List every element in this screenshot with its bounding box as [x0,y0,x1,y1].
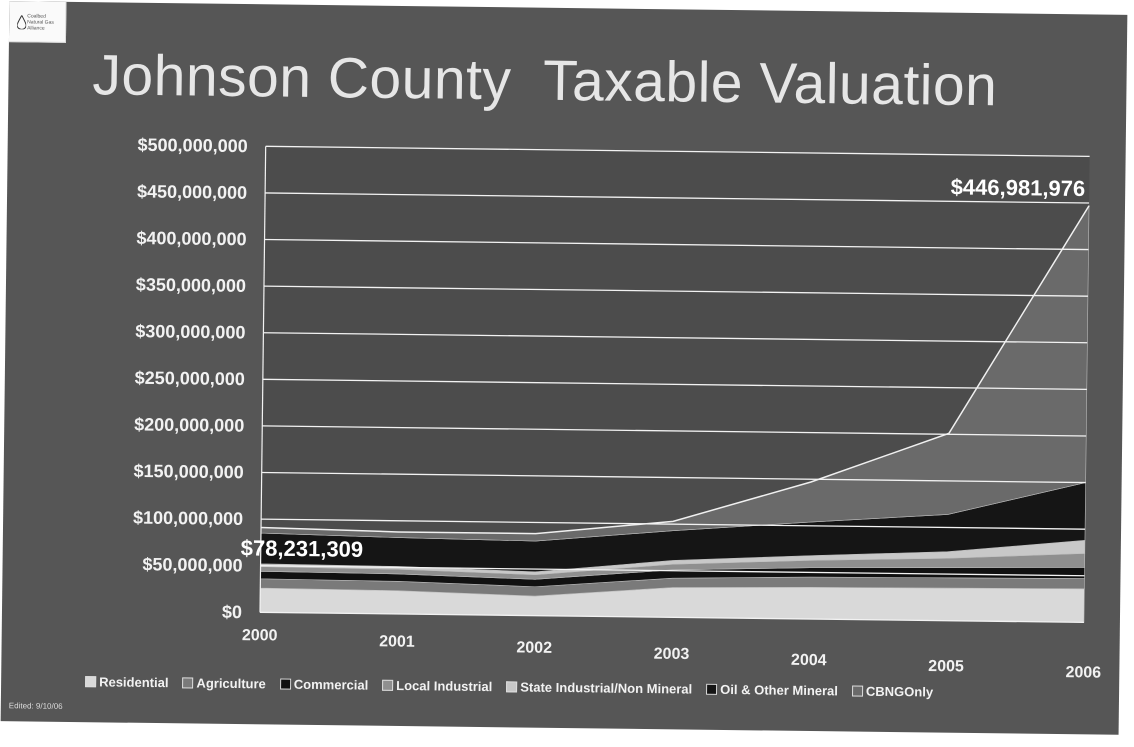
y-axis [259,146,267,613]
x-tick-label: 2002 [516,639,552,656]
y-tick-label: $150,000,000 [133,461,243,482]
gridline [264,238,1089,251]
gridline [260,565,1085,577]
x-tick-label: 2001 [379,633,415,650]
gridline [263,285,1088,297]
y-tick-label: $450,000,000 [137,181,247,202]
chart: $0 $50,000,000 $100,000,000 $150,000,000 $20… [133,135,1101,682]
legend-swatch [182,677,194,689]
x-tick-label: 2006 [1065,664,1101,681]
legend-item: Agriculture [182,675,266,691]
legend-label: Agriculture [196,675,266,692]
legend-label: Residential [99,674,169,691]
y-tick-label: $50,000,000 [142,554,242,575]
legend-label: Oil & Other Mineral [720,681,839,699]
y-tick-label: $350,000,000 [136,275,246,296]
y-tick-label: $0 [222,602,242,622]
total-outline [261,205,1090,535]
gridline [259,611,1084,624]
annotation-start-value: $78,231,309 [241,535,364,561]
x-tick-label: 2000 [242,627,278,644]
legend-item: Oil & Other Mineral [706,681,839,699]
gridline [261,518,1086,530]
y-tick-label: $500,000,000 [137,135,247,156]
legend-swatch [85,676,97,688]
legend-swatch [382,679,394,691]
logo: Coalbed Natural Gas Alliance [8,1,67,43]
legend-item: Local Industrial [382,678,492,694]
legend-swatch [506,681,518,693]
legend-label: Commercial [293,676,369,693]
slide: Coalbed Natural Gas Alliance Johnson Cou… [0,1,1128,735]
x-tick-label: 2003 [654,646,690,663]
y-tick-label: $250,000,000 [135,368,245,389]
x-tick-label: 2004 [791,652,827,669]
gridline [262,425,1087,437]
legend-swatch [706,683,718,695]
legend-swatch [851,685,864,697]
gridline [265,192,1090,204]
legend-item: State Industrial/Non Mineral [506,679,693,697]
gridline [265,145,1090,158]
legend-item: Residential [85,674,169,690]
legend-label: State Industrial/Non Mineral [520,679,693,697]
edited-note: Edited: 9/10/06 [8,701,63,711]
gridline [263,332,1088,344]
y-tick-label: $300,000,000 [135,321,245,342]
legend-item: Commercial [279,676,369,693]
legend-label: Local Industrial [396,677,493,695]
gridline [262,378,1087,391]
annotation-end-value: $446,981,976 [951,174,1086,201]
legend-item: CBNGOnly [851,683,934,700]
y-tick-label: $200,000,000 [134,414,244,435]
x-tick-label: 2005 [928,658,964,675]
y-tick-label: $100,000,000 [133,508,243,529]
legend-label: CBNGOnly [865,683,934,700]
legend-swatch [279,678,291,690]
y-tick-label: $400,000,000 [136,228,246,249]
drop-icon [17,15,27,30]
gridline [261,471,1086,484]
